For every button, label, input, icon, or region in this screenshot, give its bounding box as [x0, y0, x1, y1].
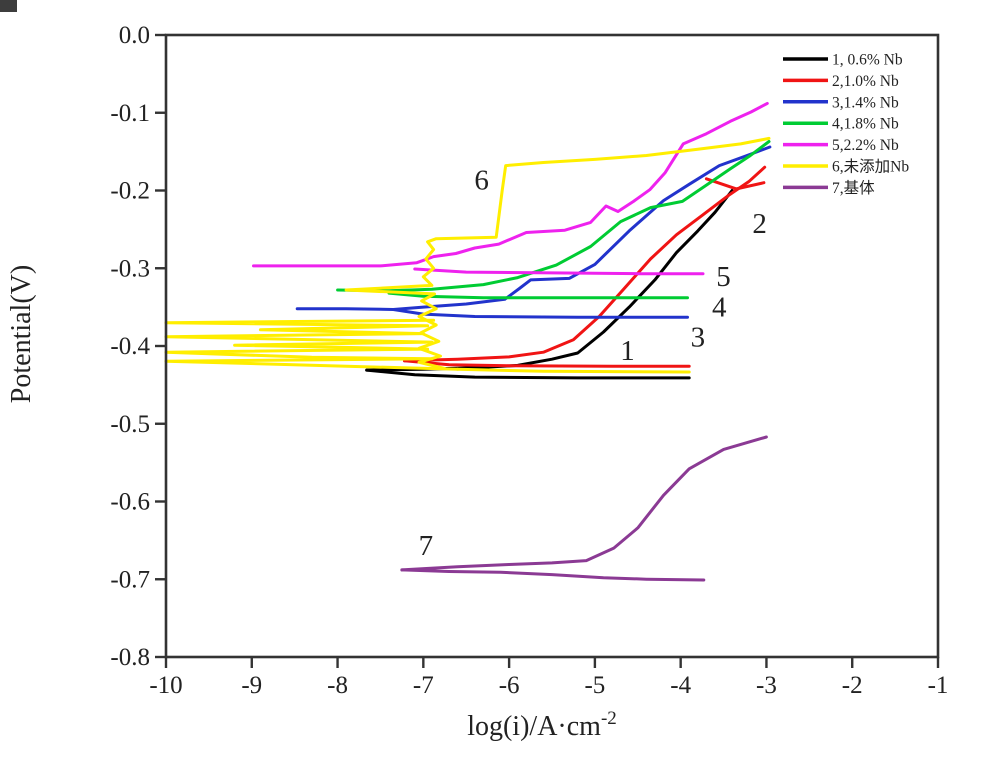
legend-entry-4: 4,1.8% Nb [783, 116, 899, 133]
axes-layer: -10 -9 -8 -7 -6 -5 -4 -3 -2 -1 0.0 -0.1 -0.2 -0.3 -0.4… [110, 22, 948, 699]
series-1 [365, 189, 734, 380]
legend-label: 2,1.0% Nb [832, 73, 899, 90]
series-4 [336, 140, 771, 300]
legend: 1, 0.6% Nb 2,1.0% Nb 3,1.4% Nb 4,1.8% Nb 5,2… [783, 52, 909, 197]
curve-label-1: 1 [620, 335, 635, 367]
y-tick-label: -0.7 [110, 566, 150, 593]
y-tick-label: -0.4 [110, 333, 150, 360]
x-tick-label: -3 [756, 672, 777, 699]
y-tick-label: -0.1 [110, 100, 150, 127]
series-3 [295, 145, 772, 319]
curve-label-4: 4 [712, 291, 727, 323]
legend-entry-3: 3,1.4% Nb [783, 94, 899, 111]
series-6 [164, 136, 771, 374]
y-tick-label: -0.3 [110, 255, 150, 282]
x-tick-label: -6 [499, 672, 520, 699]
curve-label-6: 6 [474, 165, 489, 197]
legend-label: 6,未添加Nb [832, 158, 909, 176]
legend-label: 1, 0.6% Nb [832, 52, 903, 69]
legend-label: 5,2.2% Nb [832, 137, 899, 154]
series-6-segment-3 [344, 136, 771, 370]
legend-entry-5: 5,2.2% Nb [783, 137, 899, 154]
legend-entry-6: 6,未添加Nb [783, 158, 909, 176]
y-tick-label: -0.6 [110, 489, 150, 516]
series-2 [403, 165, 767, 368]
series-7 [400, 435, 768, 582]
legend-label: 7,基体 [832, 179, 875, 197]
series-2-segment-2 [403, 359, 691, 368]
legend-entry-1: 1, 0.6% Nb [783, 52, 903, 69]
series-6-segment-1 [164, 318, 460, 371]
curve-label-2: 2 [752, 208, 767, 240]
series-7-segment-2 [400, 568, 706, 582]
series-7-segment-1 [400, 435, 768, 572]
series-2-segment-3 [704, 177, 766, 191]
y-axis-title: Potential(V) [6, 265, 37, 403]
curve-label-3: 3 [691, 322, 706, 354]
y-tick-label: 0.0 [119, 22, 150, 49]
series-5 [252, 101, 769, 276]
x-tick-label: -9 [241, 672, 262, 699]
corner-artifact-mark [0, 0, 17, 12]
series-1-segment-1 [365, 189, 734, 372]
series-4-segment-2 [387, 291, 689, 300]
y-tick-label: -0.5 [110, 411, 150, 438]
curve-label-7: 7 [419, 530, 434, 562]
legend-entry-2: 2,1.0% Nb [783, 73, 899, 90]
series-5-segment-2 [413, 267, 705, 276]
series-2-segment-1 [403, 165, 767, 363]
x-tick-label: -1 [928, 672, 949, 699]
legend-label: 4,1.8% Nb [832, 116, 899, 133]
y-tick-label: -0.8 [110, 644, 150, 671]
series-1-segment-2 [365, 368, 691, 380]
axis-titles-layer: log(i)/A·cm-2 Potential(V) [6, 265, 617, 742]
curves-layer [164, 101, 772, 582]
curve-annotations-layer: 1 2 345 6 7 [419, 165, 767, 562]
curve-label-5: 5 [716, 261, 731, 293]
x-tick-label: -2 [842, 672, 863, 699]
series-5-segment-1 [252, 101, 769, 268]
y-tick-label: -0.2 [110, 178, 150, 205]
legend-entry-7: 7,基体 [783, 179, 875, 197]
series-3-segment-1 [295, 145, 772, 311]
series-3-segment-2 [391, 308, 689, 319]
series-4-segment-1 [336, 140, 771, 293]
series-6-segment-2 [456, 367, 691, 374]
x-tick-label: -5 [584, 672, 605, 699]
x-tick-label: -4 [670, 672, 691, 699]
x-tick-label: -7 [413, 672, 434, 699]
x-tick-label: -10 [149, 672, 182, 699]
x-axis-title: log(i)/A·cm-2 [467, 708, 617, 742]
legend-label: 3,1.4% Nb [832, 94, 899, 111]
x-tick-label: -8 [327, 672, 348, 699]
